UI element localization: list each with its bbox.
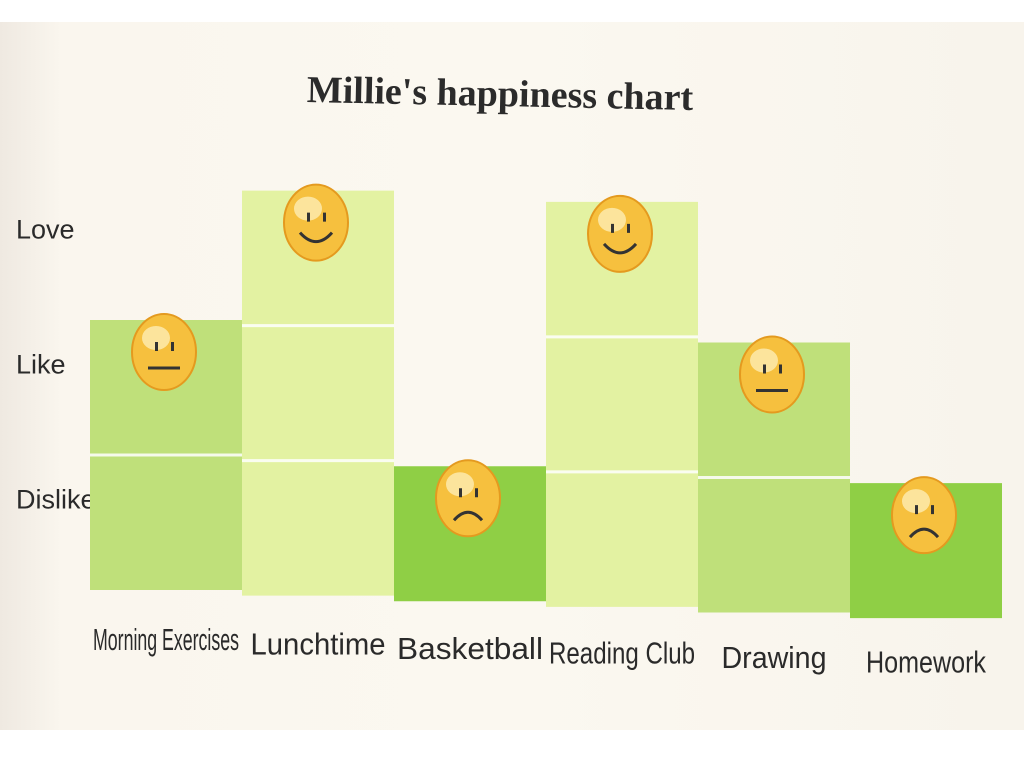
face-mouth-smile [602,242,638,255]
face-highlight [598,207,626,232]
face-highlight [902,489,930,514]
y-label-dislike: Dislike [16,485,96,515]
face-frown-icon [891,476,957,555]
face-highlight [446,472,474,497]
face-eye-right [931,505,934,515]
chart-page: Millie's happiness chart Dislike Like Love… [0,22,1024,730]
face-eye-left [307,212,310,222]
face-eye-left [155,342,158,351]
face-mouth-frown [908,527,940,539]
face-frown-icon [435,459,501,538]
x-label-morning-exercises: Morning Exercises [93,622,239,657]
x-label-basketball: Basketball [397,631,543,666]
face-eye-right [475,488,478,498]
face-mouth-frown [452,510,484,522]
face-smile-icon [587,194,653,273]
face-mouth-smile [298,231,334,244]
face-eye-right [171,342,174,351]
face-circle [739,335,805,414]
face-eye-left [459,488,462,498]
face-eye-right [779,364,782,374]
face-eye-left [763,364,766,374]
face-eye-left [611,223,614,233]
face-highlight [294,196,322,221]
face-circle [587,194,653,273]
y-label-love: Love [16,215,75,245]
face-circle [283,183,349,262]
x-label-reading-club: Reading Club [549,635,695,670]
face-smile-icon [283,183,349,262]
x-label-homework: Homework [866,644,986,679]
face-circle [435,459,501,538]
face-eye-left [915,505,918,515]
face-circle [891,476,957,555]
face-eye-right [323,212,326,222]
face-highlight [750,348,778,373]
face-circle [131,313,197,391]
face-eye-right [627,223,630,233]
chart-plot: Dislike Like Love Morning Exercises Lunchtim… [16,183,1002,679]
face-highlight [142,326,170,350]
x-label-lunchtime: Lunchtime [251,626,386,661]
y-label-like: Like [16,350,66,380]
face-neutral-icon [131,313,197,391]
x-label-drawing: Drawing [722,640,827,675]
face-neutral-icon [739,335,805,414]
